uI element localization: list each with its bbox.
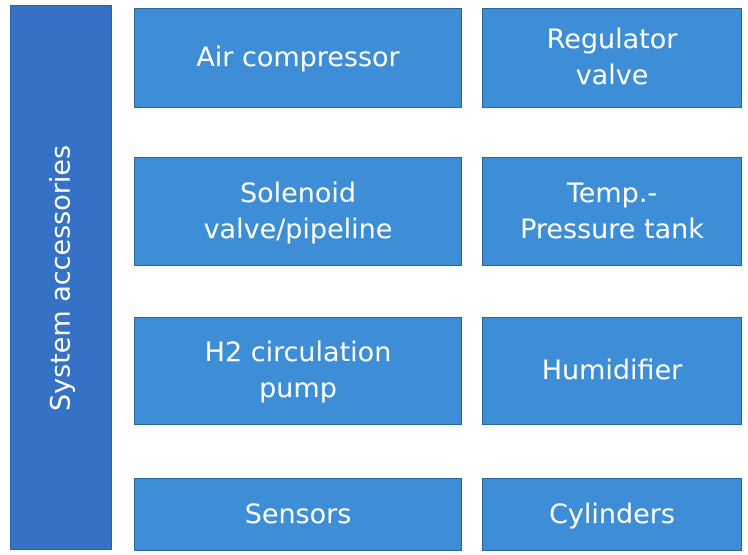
node-box: Solenoid valve/pipeline bbox=[134, 157, 462, 266]
node-box: Cylinders bbox=[482, 478, 742, 551]
node-label: Humidifier bbox=[541, 355, 683, 386]
node-label: Sensors bbox=[244, 498, 352, 530]
node-label: H2 circulation bbox=[204, 337, 392, 368]
node-box: Temp.- Pressure tank bbox=[482, 157, 742, 266]
node-box: Humidifier bbox=[482, 317, 742, 425]
node-label: Air compressor bbox=[196, 42, 400, 73]
node-box: Regulator valve bbox=[482, 8, 742, 108]
node-label: pump bbox=[259, 373, 337, 404]
node-label: Temp.- bbox=[566, 177, 658, 209]
node-label: Cylinders bbox=[549, 498, 675, 530]
node-label: valve bbox=[575, 60, 649, 91]
node-label: Solenoid bbox=[239, 177, 357, 209]
node-label: Regulator bbox=[546, 24, 678, 55]
sidebar-label: System accessories bbox=[45, 144, 77, 411]
node-box: H2 circulation pump bbox=[134, 317, 462, 425]
node-label: Pressure tank bbox=[520, 213, 704, 245]
sidebar: System accessories bbox=[10, 5, 112, 550]
node-box: Sensors bbox=[134, 478, 462, 551]
node-box: Air compressor bbox=[134, 8, 462, 108]
node-label: valve/pipeline bbox=[203, 213, 393, 245]
